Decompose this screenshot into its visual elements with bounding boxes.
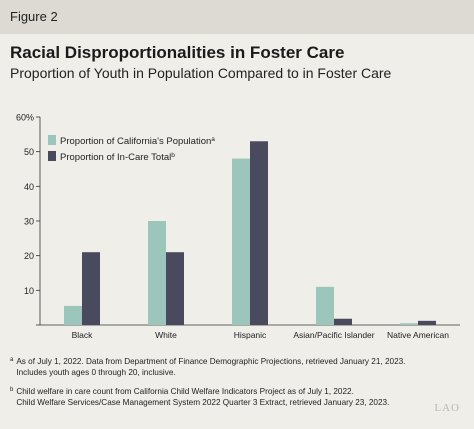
lao-logo: LAO [434,402,460,414]
footnote-b: b Child welfare in care count from Califo… [10,386,389,408]
footnote-b-line1: Child welfare in care count from Califor… [16,387,354,396]
y-tick-label: 50 [24,147,34,157]
y-tick-label: 40 [24,182,34,192]
footnote-b-line2: Child Welfare Services/Case Management S… [16,398,390,407]
bar-population-0 [64,305,82,325]
footnote-a-line2: Includes youth ages 0 through 20, inclus… [16,368,176,377]
x-tick-label: Asian/Pacific Islander [293,330,374,340]
x-tick-label: White [155,330,177,340]
chart-subtitle: Proportion of Youth in Population Compar… [10,65,392,81]
bar-population-1 [148,221,166,325]
legend-label-1: Proportion of In-Care Totalb [60,152,175,163]
bar-in-care-3 [334,318,352,325]
x-tick-label: Native American [387,330,449,340]
figure-label: Figure 2 [10,9,58,24]
y-tick-label: 60% [16,113,34,123]
header-band [0,0,474,34]
footnote-a: a As of July 1, 2022. Data from Departmen… [10,356,405,378]
x-tick-label: Black [72,330,94,340]
legend-label-0: Proportion of California's Populationa [60,136,215,147]
x-tick-label: Hispanic [234,330,267,340]
bar-population-3 [316,286,334,325]
y-tick-label: 30 [24,217,34,227]
bar-population-2 [232,158,250,325]
bar-in-care-1 [166,252,184,325]
bar-in-care-0 [82,252,100,325]
bar-population-4 [400,323,418,325]
legend-text-0: Proportion of California's Population [60,136,211,147]
footnote-b-marker: b [10,387,14,393]
legend-swatch-0 [48,135,56,145]
legend-marker-0: a [211,136,215,143]
y-tick-label: 20 [24,251,34,261]
bar-in-care-4 [418,320,436,325]
bar-in-care-2 [250,141,268,325]
legend-text-1: Proportion of In-Care Total [60,152,171,163]
y-tick-label: 10 [24,286,34,296]
chart-title: Racial Disproportionalities in Foster Ca… [10,43,345,62]
legend-swatch-1 [48,151,56,161]
legend-marker-1: b [171,152,175,159]
footnote-a-marker: a [10,357,14,363]
footnote-a-line1: As of July 1, 2022. Data from Department… [16,357,406,366]
